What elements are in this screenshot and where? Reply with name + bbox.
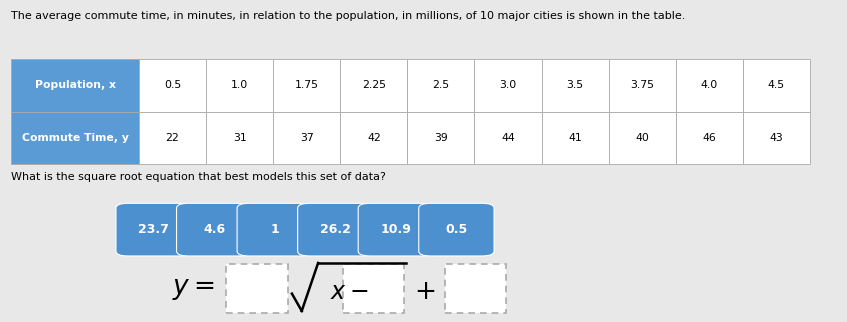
Text: 1.75: 1.75 — [295, 80, 318, 90]
FancyBboxPatch shape — [609, 111, 676, 164]
Text: $y=$: $y=$ — [172, 276, 214, 302]
FancyBboxPatch shape — [474, 111, 541, 164]
FancyBboxPatch shape — [541, 111, 609, 164]
FancyBboxPatch shape — [743, 59, 810, 111]
Text: 0.5: 0.5 — [164, 80, 181, 90]
FancyBboxPatch shape — [116, 203, 191, 256]
FancyBboxPatch shape — [274, 111, 340, 164]
FancyBboxPatch shape — [418, 203, 494, 256]
Text: 37: 37 — [300, 133, 313, 143]
FancyBboxPatch shape — [176, 203, 252, 256]
Text: 46: 46 — [702, 133, 717, 143]
FancyBboxPatch shape — [343, 264, 404, 313]
Text: $+$: $+$ — [414, 279, 435, 305]
Text: 1.0: 1.0 — [231, 80, 248, 90]
Text: 3.0: 3.0 — [500, 80, 517, 90]
Text: 44: 44 — [501, 133, 515, 143]
FancyBboxPatch shape — [407, 59, 474, 111]
FancyBboxPatch shape — [445, 264, 507, 313]
FancyBboxPatch shape — [340, 111, 407, 164]
FancyBboxPatch shape — [340, 59, 407, 111]
Text: 31: 31 — [233, 133, 246, 143]
FancyBboxPatch shape — [474, 59, 541, 111]
FancyBboxPatch shape — [297, 203, 373, 256]
FancyBboxPatch shape — [358, 203, 434, 256]
FancyBboxPatch shape — [11, 111, 139, 164]
Text: 4.5: 4.5 — [768, 80, 785, 90]
Text: 22: 22 — [166, 133, 180, 143]
Text: The average commute time, in minutes, in relation to the population, in millions: The average commute time, in minutes, in… — [11, 11, 685, 21]
Text: Population, x: Population, x — [35, 80, 115, 90]
FancyBboxPatch shape — [206, 111, 274, 164]
FancyBboxPatch shape — [11, 59, 139, 111]
Text: 4.6: 4.6 — [203, 223, 225, 236]
Text: 2.25: 2.25 — [362, 80, 386, 90]
FancyBboxPatch shape — [407, 111, 474, 164]
FancyBboxPatch shape — [609, 59, 676, 111]
FancyBboxPatch shape — [541, 59, 609, 111]
Text: What is the square root equation that best models this set of data?: What is the square root equation that be… — [11, 172, 386, 182]
FancyBboxPatch shape — [676, 59, 743, 111]
Text: $x-$: $x-$ — [330, 280, 368, 304]
Text: 2.5: 2.5 — [432, 80, 450, 90]
Text: 40: 40 — [635, 133, 649, 143]
FancyBboxPatch shape — [206, 59, 274, 111]
Text: 23.7: 23.7 — [138, 223, 169, 236]
Text: 3.75: 3.75 — [630, 80, 654, 90]
Text: 43: 43 — [770, 133, 783, 143]
FancyBboxPatch shape — [676, 111, 743, 164]
Text: 10.9: 10.9 — [380, 223, 412, 236]
Text: Commute Time, y: Commute Time, y — [22, 133, 129, 143]
Text: 4.0: 4.0 — [700, 80, 718, 90]
FancyBboxPatch shape — [139, 111, 206, 164]
Text: 42: 42 — [367, 133, 380, 143]
Text: 3.5: 3.5 — [567, 80, 584, 90]
Text: 0.5: 0.5 — [446, 223, 468, 236]
FancyBboxPatch shape — [139, 59, 206, 111]
FancyBboxPatch shape — [274, 59, 340, 111]
FancyBboxPatch shape — [237, 203, 313, 256]
Text: 41: 41 — [568, 133, 582, 143]
Text: 26.2: 26.2 — [320, 223, 351, 236]
FancyBboxPatch shape — [226, 264, 288, 313]
Text: 1: 1 — [270, 223, 280, 236]
FancyBboxPatch shape — [743, 111, 810, 164]
Text: 39: 39 — [434, 133, 448, 143]
